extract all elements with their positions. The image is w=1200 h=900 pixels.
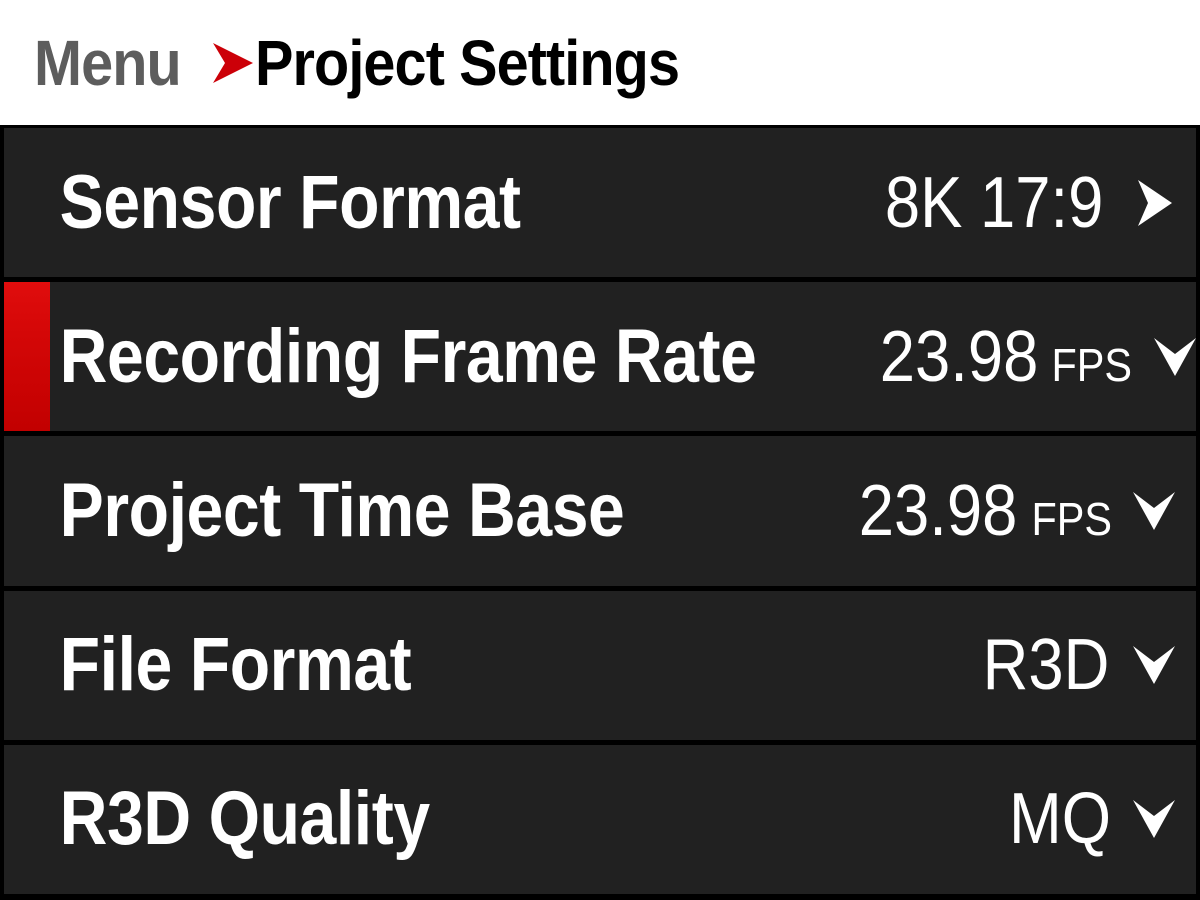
menu-row-label: R3D Quality xyxy=(59,776,430,862)
menu-row-value: R3D xyxy=(982,625,1110,706)
menu-row-value: 8K 17:9 xyxy=(884,162,1104,243)
settings-list: Sensor Format 8K 17:9 Recording Frame Ra… xyxy=(0,125,1200,900)
selection-accent-bar xyxy=(4,282,50,432)
menu-row-label: Project Time Base xyxy=(59,468,625,553)
menu-row-r3d-quality[interactable]: R3D Quality MQ xyxy=(4,744,1196,895)
menu-row-unit: FPS xyxy=(1051,338,1133,391)
menu-row-value-group[interactable]: 8K 17:9 xyxy=(870,167,1116,239)
menu-row-label: File Format xyxy=(59,622,412,708)
menu-row-recording-frame-rate[interactable]: Recording Frame Rate 23.98 FPS xyxy=(4,282,1196,432)
menu-row-value-group[interactable]: 23.98 FPS xyxy=(869,321,1137,393)
menu-row-label: Sensor Format xyxy=(59,159,521,245)
chevron-right-icon[interactable] xyxy=(1130,173,1178,233)
menu-row-value-group[interactable]: MQ xyxy=(1002,783,1116,855)
menu-row-project-time-base[interactable]: Project Time Base 23.98 FPS xyxy=(4,436,1196,586)
menu-row-value-group[interactable]: R3D xyxy=(974,629,1116,701)
chevron-down-icon[interactable] xyxy=(1130,789,1178,849)
chevron-down-icon[interactable] xyxy=(1130,481,1178,541)
menu-row-value: 23.98 xyxy=(879,316,1039,397)
menu-row-value-group[interactable]: 23.98 FPS xyxy=(848,475,1116,547)
menu-row-value: MQ xyxy=(1008,779,1112,860)
menu-row-unit: FPS xyxy=(1031,493,1112,545)
breadcrumb-current-page-title: Project Settings xyxy=(255,26,680,99)
menu-row-sensor-format[interactable]: Sensor Format 8K 17:9 xyxy=(4,128,1196,278)
menu-row-label: Recording Frame Rate xyxy=(59,313,757,399)
header-bar: Menu Project Settings xyxy=(0,0,1200,125)
chevron-down-icon[interactable] xyxy=(1130,635,1178,695)
breadcrumb-parent-menu[interactable]: Menu xyxy=(34,26,182,99)
menu-row-file-format[interactable]: File Format R3D xyxy=(4,590,1196,740)
chevron-right-red-icon xyxy=(203,36,259,90)
breadcrumb: Menu Project Settings xyxy=(34,31,726,95)
chevron-down-icon[interactable] xyxy=(1151,327,1196,387)
menu-row-value: 23.98 xyxy=(859,471,1018,551)
